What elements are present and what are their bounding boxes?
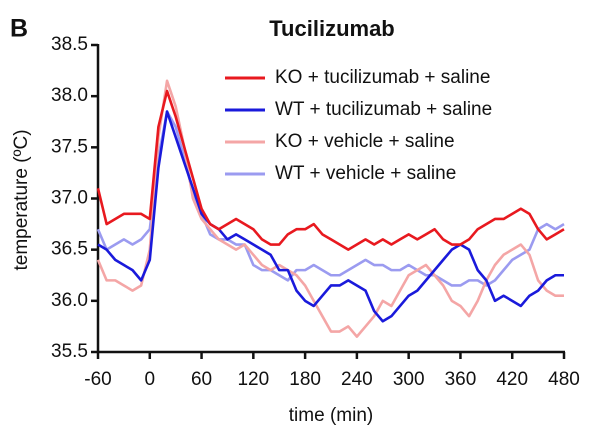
x-tick-label: 240 xyxy=(341,369,373,390)
x-tick-label: 300 xyxy=(393,369,425,390)
legend-label: KO + tucilizumab + saline xyxy=(275,67,490,88)
series-line xyxy=(96,89,565,251)
x-axis-label: time (min) xyxy=(289,405,373,426)
y-tick-label: 37.5 xyxy=(51,136,88,157)
x-tick-label: 60 xyxy=(191,369,212,390)
y-tick-label: 37.0 xyxy=(51,188,88,209)
legend-label: WT + tucilizumab + saline xyxy=(275,99,492,120)
y-tick-label: 36.0 xyxy=(51,290,88,311)
x-tick-label: 120 xyxy=(237,369,269,390)
series-line xyxy=(97,110,564,323)
x-tick-label: 180 xyxy=(289,369,321,390)
x-tick-label: 420 xyxy=(496,369,528,390)
x-tick-label: -60 xyxy=(84,369,111,390)
y-axis-label: temperature (ºC) xyxy=(11,129,32,270)
y-tick-label: 38.0 xyxy=(51,85,88,106)
x-tick-label: 360 xyxy=(445,369,477,390)
panel-label: B xyxy=(10,15,28,43)
x-tick-label: 0 xyxy=(144,369,155,390)
y-tick-label: 35.5 xyxy=(51,341,88,362)
chart-title: Tucilizumab xyxy=(269,16,395,41)
y-tick-label: 36.5 xyxy=(51,239,88,260)
x-tick-label: 480 xyxy=(548,369,580,390)
legend-label: KO + vehicle + saline xyxy=(275,131,455,152)
legend-label: WT + vehicle + saline xyxy=(275,163,456,184)
series-line xyxy=(96,110,565,287)
y-tick-label: 38.5 xyxy=(51,34,88,55)
